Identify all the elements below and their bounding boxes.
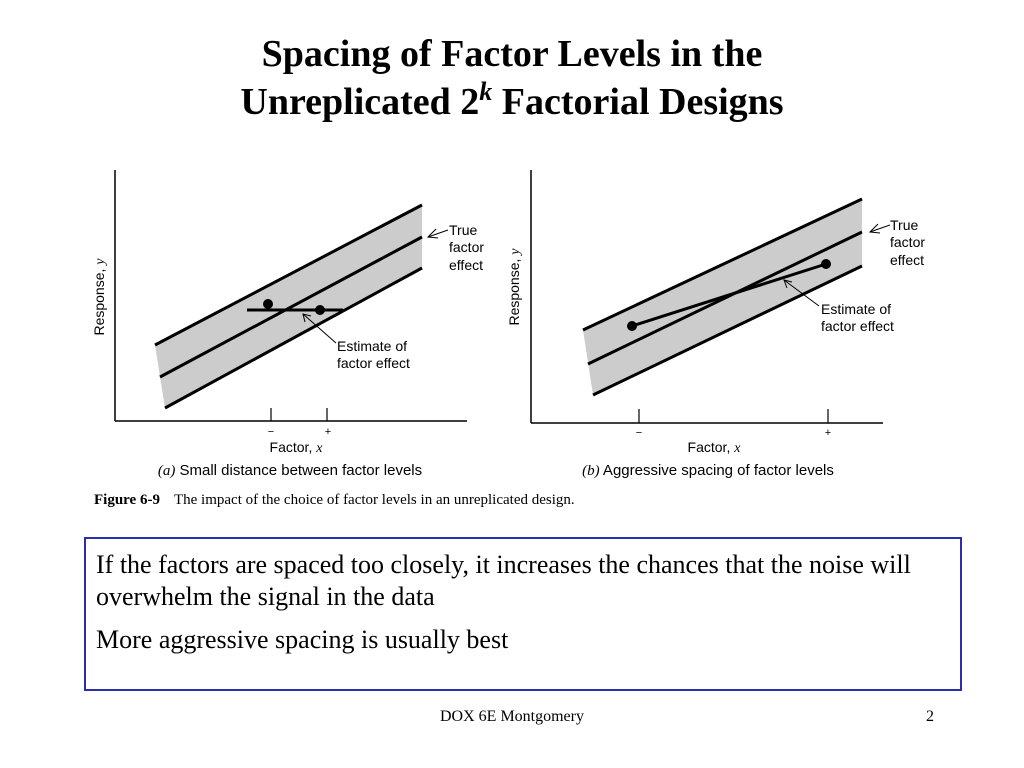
panel-a-true-pointer bbox=[427, 229, 449, 238]
panel-b-true-label-1: True bbox=[890, 217, 918, 233]
panel-b-y-axis-label: Response, y bbox=[506, 248, 523, 326]
panel-b-point-low bbox=[627, 321, 637, 331]
figure-caption-label: Figure 6-9 bbox=[94, 492, 160, 508]
panel-a-estimate-pointer bbox=[302, 313, 337, 344]
panel-a-y-axis-label: Response, y bbox=[91, 258, 108, 336]
panel-a-tick-minus-label: − bbox=[268, 426, 274, 438]
panel-b-x-label-text: Factor, bbox=[688, 439, 735, 455]
panel-a-x-label-text: Factor, bbox=[270, 439, 317, 455]
panel-a-true-label-2: factor bbox=[449, 239, 484, 255]
panel-b-tick-plus-label: + bbox=[825, 427, 831, 439]
panel-b-true-effect-line bbox=[587, 230, 863, 366]
figure-6-9: True factor effect Estimate of factor ef… bbox=[91, 170, 925, 479]
note-paragraph-2: More aggressive spacing is usually best bbox=[96, 625, 509, 654]
panel-b-y-label-var: y bbox=[508, 248, 523, 257]
panel-a-true-label-3: effect bbox=[449, 257, 483, 273]
title-line-2: Unreplicated 2k Factorial Designs bbox=[0, 78, 1024, 126]
panel-a-x-axis-label: Factor, x bbox=[270, 439, 324, 456]
panel-a-noise-band bbox=[155, 205, 422, 408]
figure-caption: Figure 6-9 The impact of the choice of fa… bbox=[94, 492, 575, 509]
panel-a-band-lower-edge bbox=[164, 266, 423, 410]
panel-b-estimate-label-1: Estimate of bbox=[821, 301, 891, 317]
page-number: 2 bbox=[926, 708, 934, 725]
panel-b-true-label-2: factor bbox=[890, 234, 925, 250]
panel-b-estimate-line bbox=[631, 262, 827, 328]
panel-a-point-high bbox=[315, 305, 325, 315]
panel-b-true-arrowhead bbox=[868, 223, 881, 234]
panel-b-estimate-pointer bbox=[783, 279, 820, 307]
title-line-2-post: Factorial Designs bbox=[492, 81, 784, 123]
panel-a-estimate-arrowhead bbox=[302, 313, 312, 323]
panel-b-true-label-3: effect bbox=[890, 252, 924, 268]
slide-title: Spacing of Factor Levels in the Unreplic… bbox=[0, 30, 1024, 126]
title-line-1: Spacing of Factor Levels in the bbox=[261, 33, 763, 75]
panel-b-estimate-arrowhead bbox=[783, 279, 793, 289]
panel-a-y-label-var: y bbox=[93, 258, 108, 267]
figure-caption-text: The impact of the choice of factor level… bbox=[173, 492, 575, 508]
title-line-2-pre: Unreplicated 2 bbox=[240, 81, 480, 123]
panel-a-y-label-text: Response, bbox=[91, 265, 107, 336]
panel-b-x-axis-label: Factor, x bbox=[688, 439, 742, 456]
panel-b-subcaption: (b) Aggressive spacing of factor levels bbox=[582, 462, 834, 479]
panel-a-subcaption-text: Small distance between factor levels bbox=[175, 462, 422, 479]
panel-b-subcaption-text: Aggressive spacing of factor levels bbox=[600, 462, 834, 479]
panel-a: True factor effect Estimate of factor ef… bbox=[91, 170, 484, 479]
panel-b-band-lower-edge bbox=[592, 264, 863, 397]
panel-b-x-label-var: x bbox=[733, 441, 741, 456]
panel-b-subcaption-letter: (b) bbox=[582, 463, 600, 479]
panel-a-x-label-var: x bbox=[315, 441, 323, 456]
panel-a-tick-plus-label: + bbox=[325, 426, 331, 438]
panel-b-band-upper-edge bbox=[582, 197, 863, 332]
panel-a-true-effect-line bbox=[159, 235, 423, 379]
panel-b-point-high bbox=[821, 259, 831, 269]
footer-source: DOX 6E Montgomery bbox=[440, 708, 584, 725]
panel-b-y-label-text: Response, bbox=[506, 255, 522, 326]
panel-a-point-low bbox=[263, 299, 273, 309]
panel-b-true-pointer bbox=[869, 224, 891, 233]
panel-a-band-upper-edge bbox=[154, 203, 423, 347]
panel-a-subcaption: (a) Small distance between factor levels bbox=[158, 462, 422, 479]
panel-a-estimate-label-2: factor effect bbox=[337, 355, 410, 371]
title-exponent: k bbox=[479, 77, 493, 106]
panel-a-subcaption-letter: (a) bbox=[158, 463, 176, 479]
panel-b: True factor effect Estimate of factor ef… bbox=[506, 170, 925, 479]
panel-a-estimate-label-1: Estimate of bbox=[337, 338, 407, 354]
note-box: If the factors are spaced too closely, i… bbox=[84, 537, 962, 691]
panel-b-tick-minus-label: − bbox=[636, 427, 642, 439]
panel-a-true-arrowhead bbox=[426, 228, 439, 239]
panel-a-true-label-1: True bbox=[449, 222, 477, 238]
note-paragraph-1: If the factors are spaced too closely, i… bbox=[96, 550, 911, 611]
panel-b-estimate-label-2: factor effect bbox=[821, 318, 894, 334]
